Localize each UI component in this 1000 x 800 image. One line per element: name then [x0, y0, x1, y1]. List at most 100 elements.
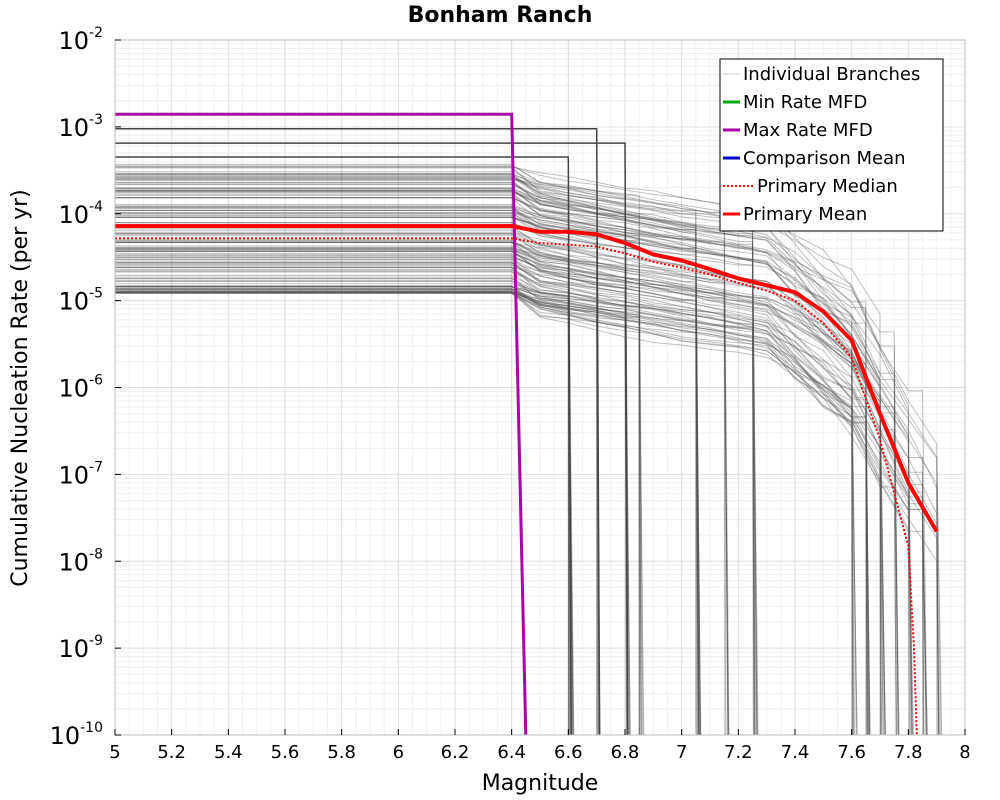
branch-line: [115, 212, 700, 736]
branch-line: [115, 208, 857, 736]
branch-line: [115, 291, 858, 736]
x-tick-label: 5: [109, 742, 120, 763]
x-tick-label: 6.4: [497, 742, 526, 763]
y-tick-label: 10-4: [58, 199, 103, 229]
branch-line: [115, 233, 643, 736]
branch-line: [115, 194, 886, 736]
branch-line: [115, 188, 759, 736]
branch-line: [115, 205, 912, 736]
branch-line: [115, 257, 598, 736]
branch-line: [115, 240, 570, 736]
branch-line: [115, 248, 699, 736]
branch-line: [115, 179, 570, 736]
branch-line: [115, 278, 758, 736]
branch-line: [115, 187, 756, 736]
branch-line: [115, 197, 900, 736]
x-tick-label: 7.2: [724, 742, 753, 763]
branch-line: [115, 203, 702, 736]
legend-label: Primary Mean: [743, 204, 867, 225]
branch-line: [115, 241, 569, 736]
branch-line: [115, 286, 938, 736]
branch-line: [115, 192, 899, 736]
branch-line: [115, 190, 886, 736]
x-tick-label: 5.2: [157, 742, 186, 763]
branch-line: [115, 269, 854, 736]
primary-median-line: [115, 237, 918, 736]
branch-line: [115, 269, 868, 736]
branch-line: [115, 216, 698, 736]
branch-line: [115, 175, 913, 736]
individual-branches: [115, 128, 943, 736]
branch-line: [115, 222, 882, 736]
branch-line: [115, 291, 911, 736]
branch-line: [115, 267, 883, 736]
branch-line: [115, 289, 928, 736]
y-tick-label: 10-3: [58, 112, 103, 142]
branch-line: [115, 190, 869, 736]
branch-line: [115, 289, 913, 736]
branch-line: [115, 287, 868, 736]
branch-line: [115, 292, 869, 736]
branch-line: [115, 292, 700, 736]
branch-line: [115, 290, 870, 736]
y-tick-label: 10-9: [58, 633, 103, 663]
branch-line: [115, 286, 569, 736]
branch-line: [115, 262, 886, 736]
branch-outlier-line: [115, 142, 629, 736]
branch-line: [115, 266, 755, 736]
x-tick-label: 5.6: [271, 742, 300, 763]
branch-line: [115, 241, 925, 736]
branch-line: [115, 206, 881, 736]
branch-line: [115, 286, 871, 736]
y-tick-label: 10-8: [58, 546, 103, 576]
branch-line: [115, 197, 697, 736]
x-tick-label: 7.6: [837, 742, 866, 763]
branch-line: [115, 166, 882, 736]
branch-line: [115, 226, 942, 736]
x-tick-label: 8: [959, 742, 970, 763]
legend-label: Comparison Mean: [743, 148, 906, 169]
x-tick-label: 7: [676, 742, 687, 763]
y-tick-label: 10-6: [58, 373, 103, 403]
x-tick-label: 5.4: [214, 742, 243, 763]
x-tick-label: 6: [393, 742, 404, 763]
branch-line: [115, 180, 640, 736]
x-axis-label: Magnitude: [482, 771, 599, 796]
x-tick-label: 5.8: [327, 742, 356, 763]
branch-line: [115, 278, 571, 736]
y-tick-label: 10-10: [50, 720, 103, 750]
legend-box: [719, 58, 944, 232]
branch-line: [115, 246, 927, 736]
branch-line: [115, 163, 642, 736]
branch-line: [115, 288, 630, 736]
branch-line: [115, 257, 928, 736]
branch-line: [115, 292, 884, 736]
branch-outlier-line: [115, 128, 601, 736]
branch-line: [115, 191, 701, 736]
branch-line: [115, 253, 939, 736]
branch-line: [115, 177, 853, 736]
branch-line: [115, 207, 755, 736]
x-tick-label: 6.6: [554, 742, 583, 763]
branch-line: [115, 275, 914, 736]
x-tick-label: 7.8: [894, 742, 923, 763]
branch-line: [115, 173, 758, 736]
branch-line: [115, 182, 700, 736]
branch-line: [115, 285, 598, 736]
legend-label: Max Rate MFD: [743, 120, 873, 141]
branch-line: [115, 216, 755, 736]
branch-line: [115, 207, 881, 736]
y-tick-label: 10-7: [58, 459, 103, 489]
branch-line: [115, 279, 897, 736]
branch-line: [115, 214, 598, 736]
branch-line: [115, 262, 871, 736]
branch-line: [115, 251, 924, 736]
legend-label: Min Rate MFD: [743, 92, 867, 113]
branch-line: [115, 239, 884, 736]
chart-title: Bonham Ranch: [408, 3, 593, 28]
legend: Individual Branches Min Rate MFD Max Rate …: [719, 58, 944, 232]
branch-line: [115, 285, 754, 736]
branch-line: [115, 288, 858, 736]
branch-line: [115, 271, 910, 736]
